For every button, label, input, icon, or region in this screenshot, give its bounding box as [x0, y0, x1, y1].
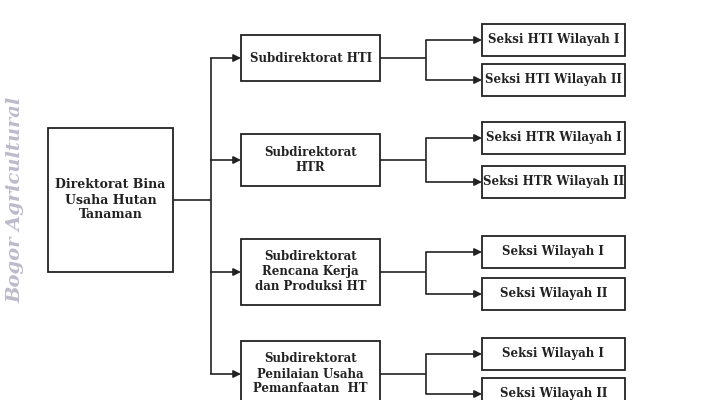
Bar: [482, 64, 625, 96]
Text: Seksi Wilayah II: Seksi Wilayah II: [500, 288, 607, 300]
Text: Seksi HTR Wilayah II: Seksi HTR Wilayah II: [483, 176, 624, 188]
Text: Bogor Agricultural: Bogor Agricultural: [6, 97, 25, 303]
Bar: [241, 134, 380, 186]
Text: Subdirektorat
Penilaian Usaha
Pemanfaatan  HT: Subdirektorat Penilaian Usaha Pemanfaata…: [253, 352, 368, 396]
Bar: [241, 35, 380, 81]
Bar: [482, 166, 625, 198]
Text: Seksi HTI Wilayah I: Seksi HTI Wilayah I: [488, 34, 619, 46]
Text: Subdirektorat
HTR: Subdirektorat HTR: [264, 146, 357, 174]
Text: Subdirektorat HTI: Subdirektorat HTI: [249, 52, 372, 64]
Bar: [482, 24, 625, 56]
Bar: [482, 378, 625, 400]
Text: Direktorat Bina
Usaha Hutan
Tanaman: Direktorat Bina Usaha Hutan Tanaman: [56, 178, 166, 222]
Bar: [482, 278, 625, 310]
Bar: [482, 122, 625, 154]
Text: Subdirektorat
Rencana Kerja
dan Produksi HT: Subdirektorat Rencana Kerja dan Produksi…: [255, 250, 366, 294]
Text: Seksi HTR Wilayah I: Seksi HTR Wilayah I: [486, 132, 621, 144]
Bar: [482, 236, 625, 268]
Text: Seksi Wilayah I: Seksi Wilayah I: [503, 348, 604, 360]
Bar: [241, 341, 380, 400]
Bar: [241, 239, 380, 305]
Bar: [482, 338, 625, 370]
Text: Seksi HTI Wilayah II: Seksi HTI Wilayah II: [485, 74, 622, 86]
Text: Seksi Wilayah I: Seksi Wilayah I: [503, 246, 604, 258]
Text: Seksi Wilayah II: Seksi Wilayah II: [500, 388, 607, 400]
Bar: [49, 128, 173, 272]
